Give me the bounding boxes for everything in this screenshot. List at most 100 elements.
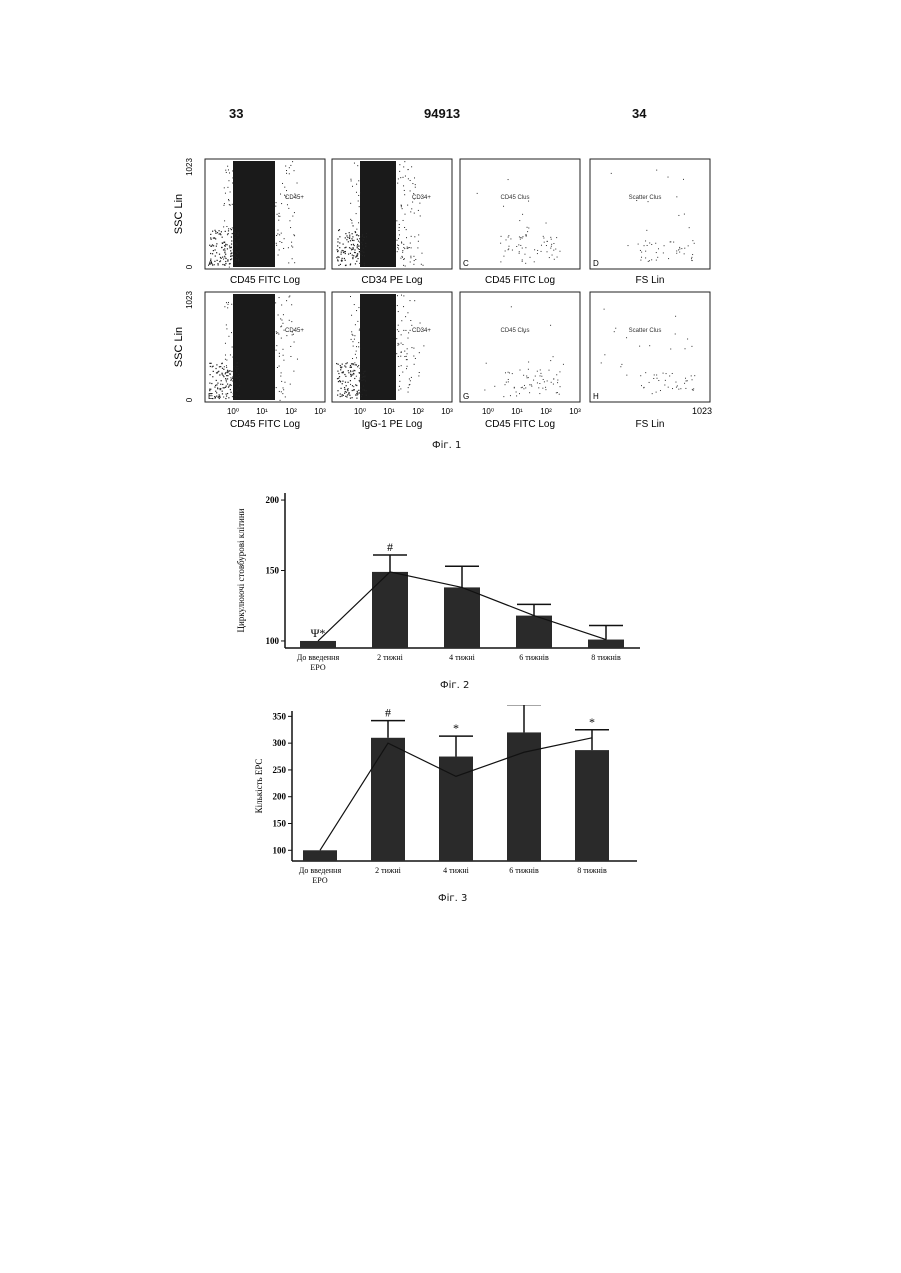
significance-marker: # xyxy=(387,540,393,554)
event-dot xyxy=(684,382,686,384)
event-dot xyxy=(411,324,413,326)
event-dot xyxy=(687,245,689,247)
event-dot xyxy=(285,165,287,167)
event-dot xyxy=(523,384,525,386)
event-dot xyxy=(342,251,345,254)
event-dot xyxy=(355,357,357,359)
event-dot xyxy=(217,263,219,265)
event-dot xyxy=(291,241,293,243)
event-dot xyxy=(293,370,295,372)
event-dot xyxy=(676,196,678,198)
event-dot xyxy=(485,362,487,364)
event-dot xyxy=(221,390,223,392)
event-dot xyxy=(232,356,234,358)
event-dot xyxy=(361,235,364,237)
event-dot xyxy=(418,352,420,354)
event-dot xyxy=(639,249,641,251)
event-dot xyxy=(400,351,402,353)
event-dot xyxy=(692,240,694,242)
gate-label: CD45 Clus xyxy=(500,195,529,201)
event-dot xyxy=(536,370,538,372)
event-dot xyxy=(221,393,224,395)
event-dot xyxy=(413,193,415,195)
event-dot xyxy=(550,238,552,240)
event-dot xyxy=(405,316,407,318)
event-dot xyxy=(396,338,398,340)
panel-letter: G xyxy=(463,392,469,401)
event-dot xyxy=(423,345,425,347)
event-dot xyxy=(223,264,226,266)
event-dot xyxy=(685,380,687,382)
event-dot xyxy=(229,172,231,174)
event-dot xyxy=(216,392,218,394)
event-dot xyxy=(225,381,227,383)
event-dot xyxy=(539,375,541,377)
event-dot xyxy=(352,345,354,347)
event-dot xyxy=(400,334,402,336)
event-dot xyxy=(224,192,226,194)
event-dot xyxy=(684,247,686,249)
x-tick-label: 10³ xyxy=(441,407,453,416)
event-dot xyxy=(209,388,211,390)
event-dot xyxy=(679,248,681,250)
figure-1-caption: Фіг. 1 xyxy=(432,440,462,451)
event-dot xyxy=(277,233,279,235)
event-dot xyxy=(237,365,239,367)
event-dot xyxy=(476,192,478,194)
event-dot xyxy=(224,306,226,308)
event-dot xyxy=(354,370,356,372)
event-dot xyxy=(402,344,404,346)
event-dot xyxy=(228,263,231,265)
event-dot xyxy=(275,387,277,389)
event-dot xyxy=(529,392,531,394)
event-dot xyxy=(355,234,358,236)
event-dot xyxy=(516,245,518,247)
y-tick-label: 200 xyxy=(273,792,287,802)
event-dot xyxy=(216,387,219,389)
event-dot xyxy=(291,258,293,260)
event-dot xyxy=(515,391,517,393)
event-dot xyxy=(229,228,231,230)
event-dot xyxy=(219,256,222,259)
event-dot xyxy=(230,379,232,381)
event-dot xyxy=(359,377,361,379)
event-dot xyxy=(358,251,361,253)
event-dot xyxy=(691,388,693,390)
event-dot xyxy=(293,234,295,236)
significance-marker: * xyxy=(453,721,459,735)
bar xyxy=(575,750,609,861)
event-dot xyxy=(341,257,343,260)
event-dot xyxy=(350,247,352,249)
event-dot xyxy=(683,253,685,255)
event-dot xyxy=(281,241,283,243)
event-dot xyxy=(296,358,298,360)
event-dot xyxy=(403,258,405,260)
event-dot xyxy=(500,235,502,237)
event-dot xyxy=(344,373,346,376)
event-dot xyxy=(646,229,648,231)
event-dot xyxy=(339,365,341,367)
event-dot xyxy=(227,303,229,305)
event-dot xyxy=(286,190,288,192)
event-dot xyxy=(664,384,666,386)
event-dot xyxy=(236,245,238,247)
event-dot xyxy=(280,326,282,328)
event-dot xyxy=(218,253,221,255)
event-dot xyxy=(504,384,506,386)
event-dot xyxy=(669,241,671,243)
event-dot xyxy=(229,262,231,265)
event-dot xyxy=(234,243,236,245)
event-dot xyxy=(339,247,341,249)
event-dot xyxy=(397,244,399,246)
event-dot xyxy=(344,247,346,249)
event-dot xyxy=(352,363,354,366)
event-dot xyxy=(408,378,410,380)
event-dot xyxy=(226,378,229,380)
event-dot xyxy=(282,348,284,350)
event-dot xyxy=(354,362,356,364)
event-dot xyxy=(358,380,360,382)
event-dot xyxy=(522,236,524,238)
event-dot xyxy=(529,256,531,258)
event-dot xyxy=(351,314,353,316)
event-dot xyxy=(220,257,222,259)
